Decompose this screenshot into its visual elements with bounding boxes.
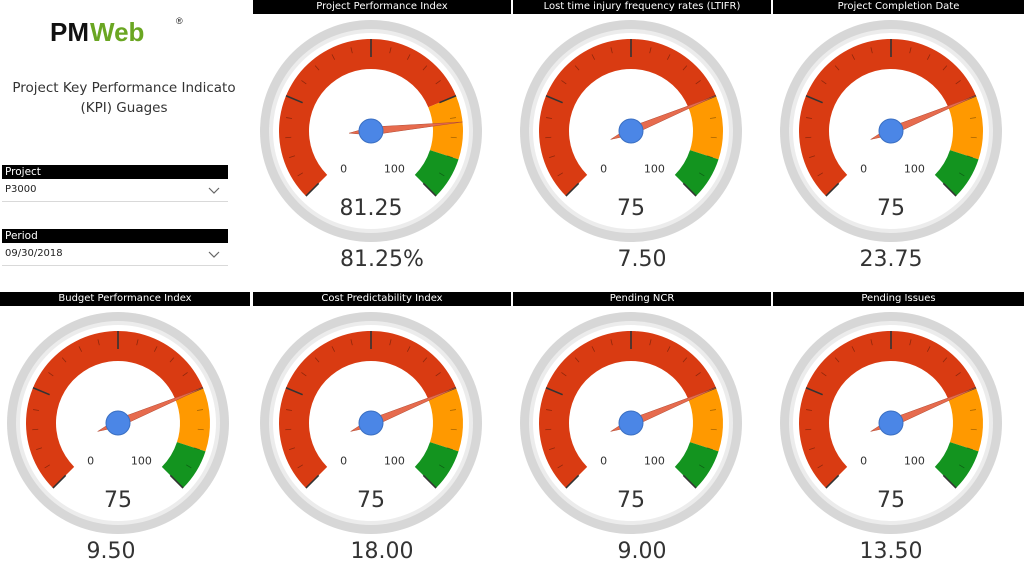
gauge-band-orange	[428, 96, 463, 160]
gauge-project-completion-date: 0 100 75	[773, 14, 1024, 244]
gauge-min-label: 0	[600, 454, 607, 467]
gauge-needle-hub	[879, 411, 903, 435]
gauge-project-performance-index: 0 100 81.25	[253, 14, 511, 244]
gauge-title: Budget Performance Index	[0, 292, 250, 306]
chevron-down-icon[interactable]	[208, 248, 220, 260]
gauge-card-project-completion-date: Project Completion Date 0 100 75 23.75	[773, 0, 1024, 290]
card-value: 13.50	[773, 539, 1009, 564]
gauge-readout: 75	[617, 196, 645, 221]
gauge-min-label: 0	[860, 162, 867, 175]
card-value: 81.25%	[253, 247, 511, 272]
project-select-value: P3000	[5, 184, 36, 195]
gauge-title: Lost time injury frequency rates (LTIFR)	[513, 0, 771, 14]
page-title: Project Key Performance Indicato (KPI) G…	[0, 78, 248, 118]
card-value: 18.00	[253, 539, 511, 564]
gauge-card-pending-issues: Pending Issues 0 100 75 13.50	[773, 292, 1024, 582]
project-filter: Project P3000	[2, 165, 228, 202]
project-select[interactable]: P3000	[2, 179, 228, 202]
gauge-min-label: 0	[340, 454, 347, 467]
logo-text-pm: PM	[50, 17, 89, 47]
gauge-title: Pending NCR	[513, 292, 771, 306]
gauge-budget-performance-index: 0 100 75	[0, 306, 250, 536]
gauge-max-label: 100	[904, 162, 925, 175]
gauge-min-label: 0	[860, 454, 867, 467]
gauge-readout: 75	[104, 488, 132, 513]
gauge-readout: 75	[877, 488, 905, 513]
gauge-card-ltifr: Lost time injury frequency rates (LTIFR)…	[513, 0, 771, 290]
gauge-min-label: 0	[340, 162, 347, 175]
gauge-title: Project Performance Index	[253, 0, 511, 14]
gauge-title: Cost Predictability Index	[253, 292, 511, 306]
card-value: 23.75	[773, 247, 1009, 272]
gauge-readout: 75	[617, 488, 645, 513]
gauge-card-pending-ncr: Pending NCR 0 100 75 9.00	[513, 292, 771, 582]
gauge-ltifr: 0 100 75	[513, 14, 771, 244]
gauge-card-cost-predictability-index: Cost Predictability Index 0 100 75 18.00	[253, 292, 511, 582]
logo-mark: ®	[176, 16, 183, 26]
gauge-needle-hub	[359, 119, 383, 143]
gauge-title: Project Completion Date	[773, 0, 1024, 14]
card-value: 9.00	[513, 539, 771, 564]
period-select[interactable]: 09/30/2018	[2, 243, 228, 266]
gauge-needle-hub	[359, 411, 383, 435]
project-filter-label: Project	[2, 165, 228, 179]
gauge-readout: 81.25	[340, 196, 403, 221]
logo-text-web: Web	[90, 17, 144, 47]
card-value: 7.50	[513, 247, 771, 272]
gauge-pending-ncr: 0 100 75	[513, 306, 771, 536]
gauge-readout: 75	[357, 488, 385, 513]
gauge-max-label: 100	[384, 162, 405, 175]
gauge-needle-hub	[619, 411, 643, 435]
gauge-needle-hub	[879, 119, 903, 143]
period-filter: Period 09/30/2018	[2, 229, 228, 266]
gauge-card-project-performance-index: Project Performance Index 0 100 81.25 81.2…	[253, 0, 511, 290]
gauge-needle-hub	[106, 411, 130, 435]
gauge-min-label: 0	[600, 162, 607, 175]
gauge-title: Pending Issues	[773, 292, 1024, 306]
chevron-down-icon[interactable]	[208, 184, 220, 196]
gauge-min-label: 0	[87, 454, 94, 467]
gauge-card-budget-performance-index: Budget Performance Index 0 100 75 9.50	[0, 292, 250, 582]
gauge-pending-issues: 0 100 75	[773, 306, 1024, 536]
gauge-max-label: 100	[131, 454, 152, 467]
card-value: 9.50	[0, 539, 222, 564]
period-select-value: 09/30/2018	[5, 248, 63, 259]
gauge-readout: 75	[877, 196, 905, 221]
gauge-cost-predictability-index: 0 100 75	[253, 306, 511, 536]
gauge-max-label: 100	[644, 454, 665, 467]
gauge-needle-hub	[619, 119, 643, 143]
pmweb-logo: PM Web ®	[48, 12, 188, 48]
gauge-max-label: 100	[904, 454, 925, 467]
period-filter-label: Period	[2, 229, 228, 243]
gauge-max-label: 100	[384, 454, 405, 467]
gauge-max-label: 100	[644, 162, 665, 175]
